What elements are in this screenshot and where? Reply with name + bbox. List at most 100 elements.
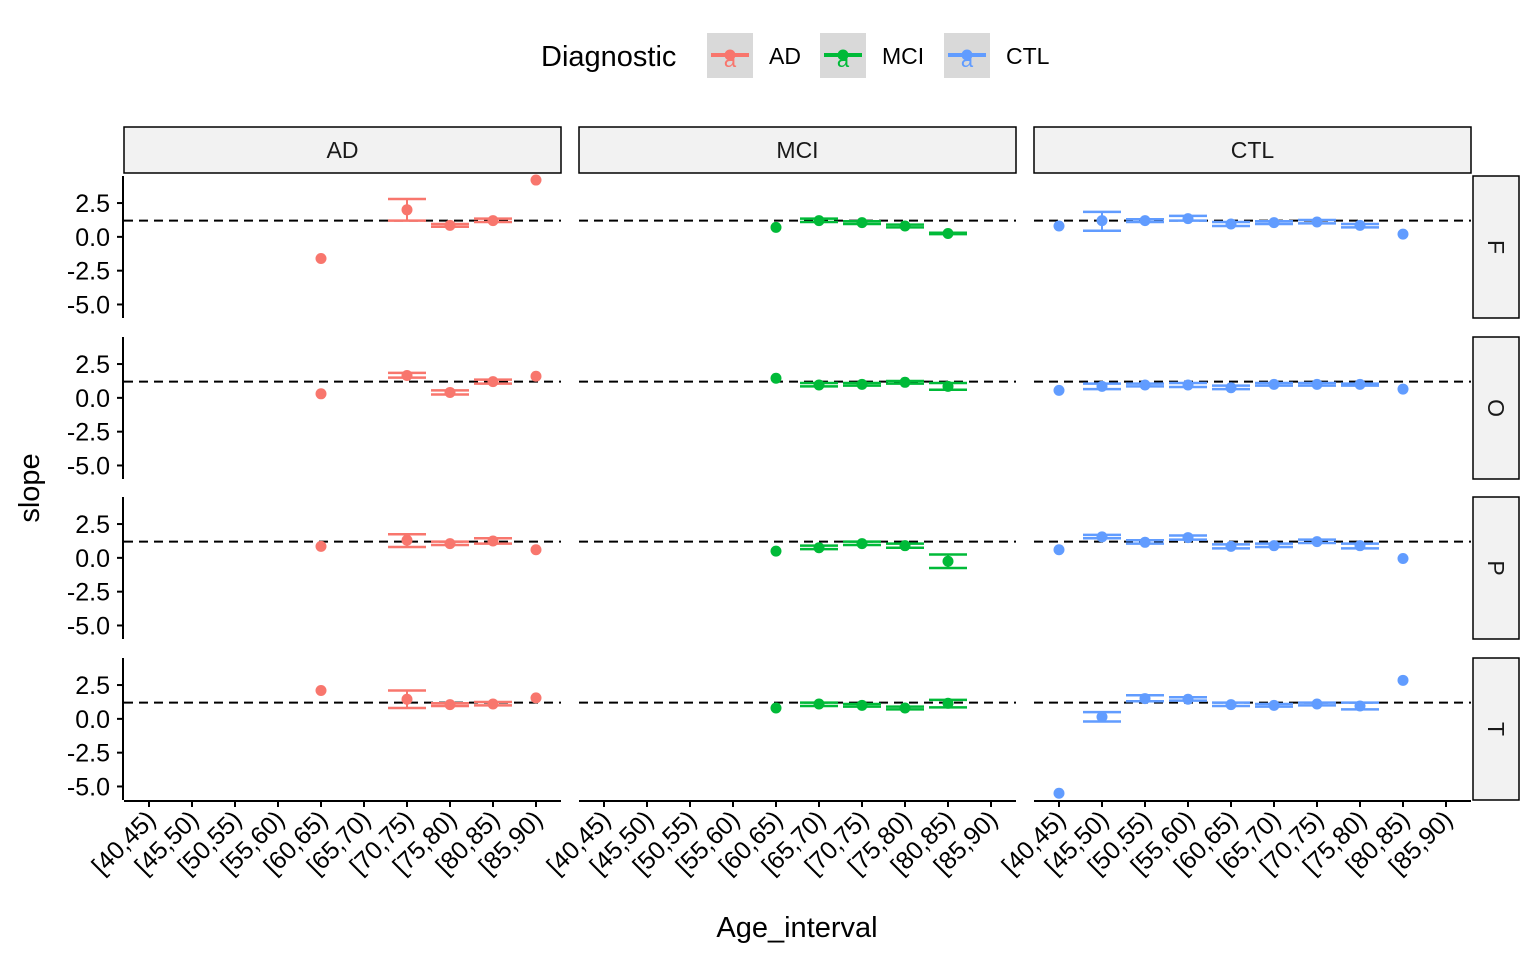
strip-row-o: O xyxy=(1472,336,1520,480)
strip-row-t: T xyxy=(1472,657,1520,801)
data-point xyxy=(1225,382,1237,394)
strip-background xyxy=(1472,336,1520,480)
data-point xyxy=(942,227,954,239)
data-point xyxy=(1397,553,1409,565)
data-point xyxy=(530,544,542,556)
legend-key-point xyxy=(837,49,849,61)
y-tick-label: -2.5 xyxy=(67,258,110,286)
data-point xyxy=(1096,215,1108,227)
legend-item-ctl: aCTL xyxy=(944,33,1050,78)
y-tick-label: 2.5 xyxy=(75,672,110,700)
panel-mci-t xyxy=(579,697,1016,714)
data-point xyxy=(1139,693,1151,705)
strip-row-p: P xyxy=(1472,496,1520,640)
data-point xyxy=(444,699,456,711)
data-point xyxy=(1139,215,1151,227)
data-point xyxy=(401,534,413,546)
strip-row-f: F xyxy=(1472,175,1520,319)
y-tick-label: 0.0 xyxy=(75,224,110,252)
y-axis-t: 2.5 0.0 -2.5 -5.0 xyxy=(67,658,124,801)
data-point xyxy=(899,220,911,232)
data-point xyxy=(942,555,954,567)
data-point xyxy=(1354,378,1366,390)
y-tick-label: 0.0 xyxy=(75,385,110,413)
strip-label: O xyxy=(1483,399,1509,417)
panel-mci-o xyxy=(579,372,1016,392)
legend-key-point xyxy=(961,49,973,61)
x-axis-mci: [40,45)[45,50)[50,55)[55,60)[60,65)[65,7… xyxy=(541,800,1016,880)
data-point xyxy=(1311,378,1323,390)
data-point xyxy=(444,386,456,398)
legend-key-point xyxy=(724,49,736,61)
data-point xyxy=(1311,698,1323,710)
data-point xyxy=(444,538,456,550)
data-point xyxy=(1139,536,1151,548)
data-point xyxy=(487,215,499,227)
data-point xyxy=(487,698,499,710)
panel-ctl-o xyxy=(1034,378,1471,396)
strip-column-ctl: CTL xyxy=(1033,126,1472,174)
data-point xyxy=(856,699,868,711)
data-point xyxy=(487,535,499,547)
strip-label: MCI xyxy=(776,137,818,163)
strip-label: CTL xyxy=(1231,137,1275,163)
data-point xyxy=(1096,531,1108,543)
data-point xyxy=(1053,544,1065,556)
legend-title: Diagnostic xyxy=(541,41,676,73)
data-point xyxy=(1182,693,1194,705)
facet-panels xyxy=(124,174,1471,799)
strip-label: AD xyxy=(327,137,359,163)
data-point xyxy=(856,378,868,390)
facet-row-strips: F O P T xyxy=(1472,175,1520,801)
data-point xyxy=(770,372,782,384)
legend-item-ad: aAD xyxy=(707,33,801,78)
x-axis-ctl: [40,45)[45,50)[50,55)[55,60)[60,65)[65,7… xyxy=(996,800,1471,880)
data-point xyxy=(1053,787,1065,799)
legend-item-mci: aMCI xyxy=(820,33,924,78)
data-point xyxy=(856,217,868,229)
data-point xyxy=(401,693,413,705)
data-point xyxy=(1225,218,1237,230)
data-point xyxy=(1225,540,1237,552)
data-point xyxy=(942,380,954,392)
panel-ctl-f xyxy=(1034,210,1471,240)
data-point xyxy=(1139,379,1151,391)
data-point xyxy=(530,174,542,186)
y-tick-label: 2.5 xyxy=(75,511,110,539)
data-point xyxy=(1225,699,1237,711)
strip-column-ad: AD xyxy=(123,126,562,174)
strip-label: T xyxy=(1483,722,1509,736)
data-point xyxy=(813,215,825,227)
panel-ad-o xyxy=(124,370,561,400)
data-point xyxy=(813,698,825,710)
strip-background xyxy=(578,126,1017,174)
x-axis-title: Age_interval xyxy=(716,912,877,944)
y-axis-o: 2.5 0.0 -2.5 -5.0 xyxy=(67,337,124,480)
y-axis-p: 2.5 0.0 -2.5 -5.0 xyxy=(67,497,124,640)
strip-background xyxy=(123,126,562,174)
y-tick-label: -5.0 xyxy=(67,291,110,319)
data-point xyxy=(770,221,782,233)
data-point xyxy=(315,684,327,696)
data-point xyxy=(401,204,413,216)
panel-ad-p xyxy=(124,532,561,556)
data-point xyxy=(487,376,499,388)
facet-column-strips: AD MCI CTL xyxy=(123,126,1472,174)
data-point xyxy=(1268,540,1280,552)
data-point xyxy=(1182,213,1194,225)
data-point xyxy=(1354,219,1366,231)
panel-ad-t xyxy=(124,684,561,711)
y-axis-title: slope xyxy=(14,453,46,522)
data-point xyxy=(770,545,782,557)
panel-ad-f xyxy=(124,174,561,264)
data-point xyxy=(899,702,911,714)
y-tick-label: -5.0 xyxy=(67,452,110,480)
y-tick-label: -2.5 xyxy=(67,419,110,447)
panel-ctl-t xyxy=(1034,674,1471,799)
data-point xyxy=(1397,228,1409,240)
strip-background xyxy=(1472,496,1520,640)
data-point xyxy=(1053,220,1065,232)
data-point xyxy=(1397,383,1409,395)
strip-background xyxy=(1472,175,1520,319)
